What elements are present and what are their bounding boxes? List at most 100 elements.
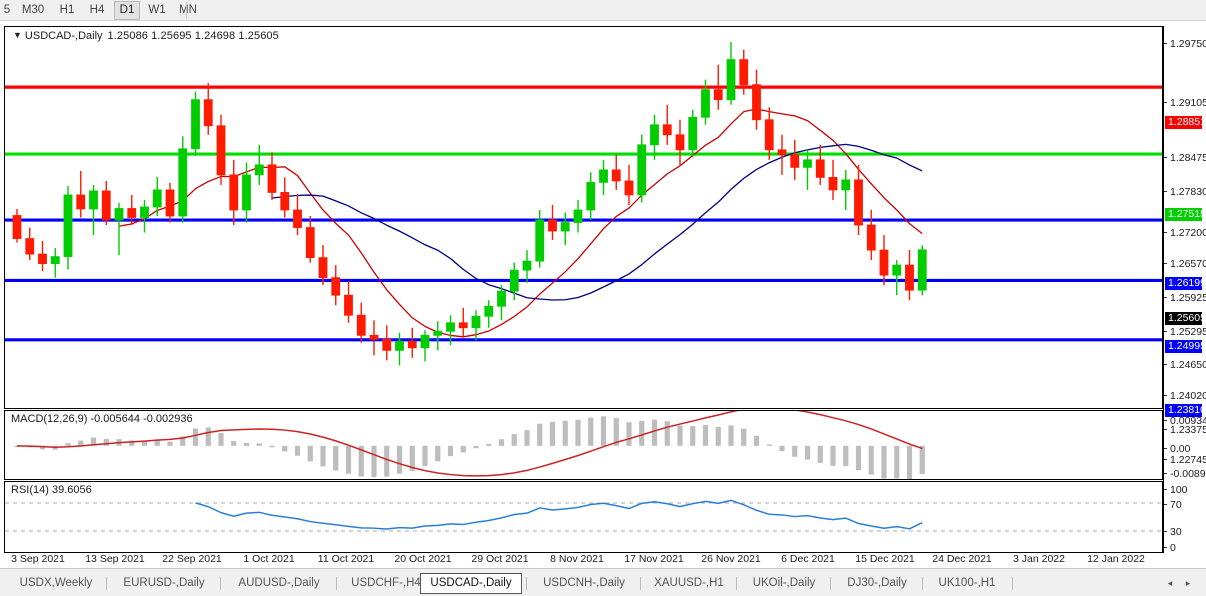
chart-tab-uk100-h1[interactable]: UK100-,H1	[938, 577, 996, 589]
macd-plot-area[interactable]	[5, 411, 1162, 479]
date-tick: 15 Dec 2021	[855, 553, 915, 565]
tick-dash	[1164, 263, 1167, 264]
date-scale[interactable]: 3 Sep 2021 13 Sep 2021 22 Sep 2021 1 Oct 20…	[4, 553, 1202, 567]
tab-divider	[220, 577, 221, 590]
tick-label: 1.29750	[1170, 38, 1206, 50]
tick-dash	[1164, 395, 1167, 396]
date-tick: 24 Dec 2021	[932, 553, 992, 565]
timeframe-button-w1[interactable]: W1	[148, 4, 166, 16]
price-tick-rsi-70: 70	[1164, 499, 1182, 511]
chart-tab-audusd-daily[interactable]: AUDUSD-,Daily	[238, 577, 320, 589]
timeframe-button-mn[interactable]: MN	[179, 4, 197, 16]
date-tick: 6 Dec 2021	[781, 553, 835, 565]
tab-divider	[526, 577, 527, 590]
date-tick: 1 Oct 2021	[243, 553, 295, 565]
tick-label: 1.29105	[1170, 97, 1206, 109]
tick-dash	[1164, 157, 1167, 158]
symbol-info-label: ▼ USDCAD-,Daily 1.25086 1.25695 1.24698 1.…	[11, 30, 281, 42]
tick-label: 0.009345	[1170, 415, 1206, 427]
tick-label: 1.22745	[1170, 454, 1206, 466]
chart-tab-usdcad-daily[interactable]: USDCAD-,Daily	[420, 573, 522, 594]
chart-tab-eurusd-daily[interactable]: EURUSD-,Daily	[123, 577, 205, 589]
tick-label: 30	[1170, 526, 1182, 538]
tick-dash	[1164, 331, 1167, 332]
tick-dash	[1164, 448, 1167, 449]
timeframe-toolbar: 5 M30 H1 H4 D1 W1 MN	[0, 0, 1206, 21]
chart-collapse-caret[interactable]: ▼	[13, 30, 22, 40]
tick-dash	[1164, 191, 1167, 192]
date-tick: 11 Oct 2021	[317, 553, 375, 565]
tab-divider	[106, 577, 107, 590]
price-tick-macd-000890: -0.00890	[1164, 468, 1206, 480]
price-tick-macd-0009345: 0.009345	[1164, 415, 1206, 427]
tick-dash	[1164, 531, 1167, 532]
tick-dash	[1164, 504, 1167, 505]
price-chart-panel[interactable]: ▼ USDCAD-,Daily 1.25086 1.25695 1.24698 1.…	[4, 26, 1163, 409]
tick-label: 1.27515	[1168, 208, 1206, 220]
tick-label: 1.25925	[1170, 292, 1206, 304]
chart-tab-dj30-daily[interactable]: DJ30-,Daily	[847, 577, 907, 589]
price-tick-main-125605[interactable]: 1.25605	[1165, 312, 1206, 325]
tab-divider	[830, 577, 831, 590]
tick-label: 1.25605	[1168, 312, 1206, 324]
price-tick-main-127515[interactable]: 1.27515	[1165, 208, 1206, 221]
chart-tab-usdx-weekly[interactable]: USDX,Weekly	[19, 577, 93, 589]
price-scale-rsi[interactable]: 100 70 30 0	[1164, 481, 1203, 554]
tick-label: 1.24650	[1170, 359, 1206, 371]
price-tick-main-123810[interactable]: 1.23810	[1165, 404, 1206, 417]
tab-scroll-right-icon[interactable]: ▸	[1185, 578, 1191, 588]
timeframe-button-h4[interactable]: H4	[89, 4, 105, 16]
tick-dash	[1164, 547, 1167, 548]
tick-dash	[1164, 43, 1167, 44]
date-tick: 8 Nov 2021	[550, 553, 604, 565]
tick-dash	[1164, 459, 1167, 460]
tick-dash	[1164, 232, 1167, 233]
tick-label: 1.24995	[1168, 340, 1206, 352]
price-plot-area[interactable]	[5, 27, 1162, 408]
price-tick-main-125295: 1.25295	[1164, 326, 1206, 338]
date-tick: 12 Jan 2022	[1087, 553, 1145, 565]
price-tick-main-123375: 1.23375	[1164, 424, 1206, 436]
tick-label: 70	[1170, 499, 1182, 511]
price-tick-rsi-0: 0	[1164, 542, 1176, 554]
date-tick: 3 Jan 2022	[1013, 553, 1065, 565]
tick-dash	[1164, 297, 1167, 298]
price-tick-main-128475: 1.28475	[1164, 152, 1206, 164]
chart-tab-usdcnh-daily[interactable]: USDCNH-,Daily	[543, 577, 625, 589]
date-tick: 17 Nov 2021	[624, 553, 684, 565]
date-tick: 29 Oct 2021	[471, 553, 529, 565]
tick-label: 1.28851	[1168, 116, 1206, 128]
timeframe-button-h1[interactable]: H1	[59, 4, 75, 16]
timeframe-button-5[interactable]: 5	[3, 4, 11, 16]
price-scale-macd[interactable]: 0.009345 0.00 -0.00890	[1164, 410, 1206, 480]
chart-tab-ukoil-daily[interactable]: UKOil-,Daily	[752, 577, 816, 589]
price-tick-main-129105: 1.29105	[1164, 97, 1206, 109]
chart-tab-xauusd-h1[interactable]: XAUUSD-,H1	[654, 577, 724, 589]
tab-divider	[336, 577, 337, 590]
price-tick-main-128851[interactable]: 1.28851	[1165, 116, 1206, 129]
symbol-name: USDCAD-,Daily	[24, 30, 103, 42]
tick-label: 1.23810	[1168, 404, 1206, 416]
price-scale-main[interactable]: 1.29750 1.29105 1.28851 1.28475 1.27830 1.275…	[1164, 26, 1206, 466]
tab-divider	[1012, 577, 1013, 590]
tick-dash	[1164, 473, 1167, 474]
price-tick-main-124650: 1.24650	[1164, 359, 1206, 371]
price-tick-main-126199[interactable]: 1.26199	[1165, 277, 1206, 290]
price-tick-main-127200: 1.27200	[1164, 227, 1206, 239]
timeframe-button-d1[interactable]: D1	[114, 1, 140, 20]
tick-dash	[1164, 364, 1167, 365]
tick-label: 1.26199	[1168, 277, 1206, 289]
tab-scroll-left-icon[interactable]: ◂	[1167, 578, 1173, 588]
price-tick-rsi-30: 30	[1164, 526, 1182, 538]
price-tick-macd-000: 0.00	[1164, 443, 1190, 455]
macd-label: MACD(12,26,9) -0.005644 -0.002936	[9, 413, 195, 425]
rsi-panel[interactable]: RSI(14) 39.6056	[4, 481, 1163, 553]
tick-dash	[1164, 429, 1167, 430]
price-tick-main-124995[interactable]: 1.24995	[1165, 340, 1206, 353]
price-tick-main-125925: 1.25925	[1164, 292, 1206, 304]
timeframe-button-m30[interactable]: M30	[21, 4, 45, 16]
price-scale[interactable]: 1.29750 1.29105 1.28851 1.28475 1.27830 1.275…	[1163, 26, 1206, 554]
rsi-plot-area[interactable]	[5, 482, 1162, 552]
macd-panel[interactable]: MACD(12,26,9) -0.005644 -0.002936	[4, 410, 1163, 480]
chart-tab-usdchf-h4[interactable]: USDCHF-,H4	[351, 577, 421, 589]
